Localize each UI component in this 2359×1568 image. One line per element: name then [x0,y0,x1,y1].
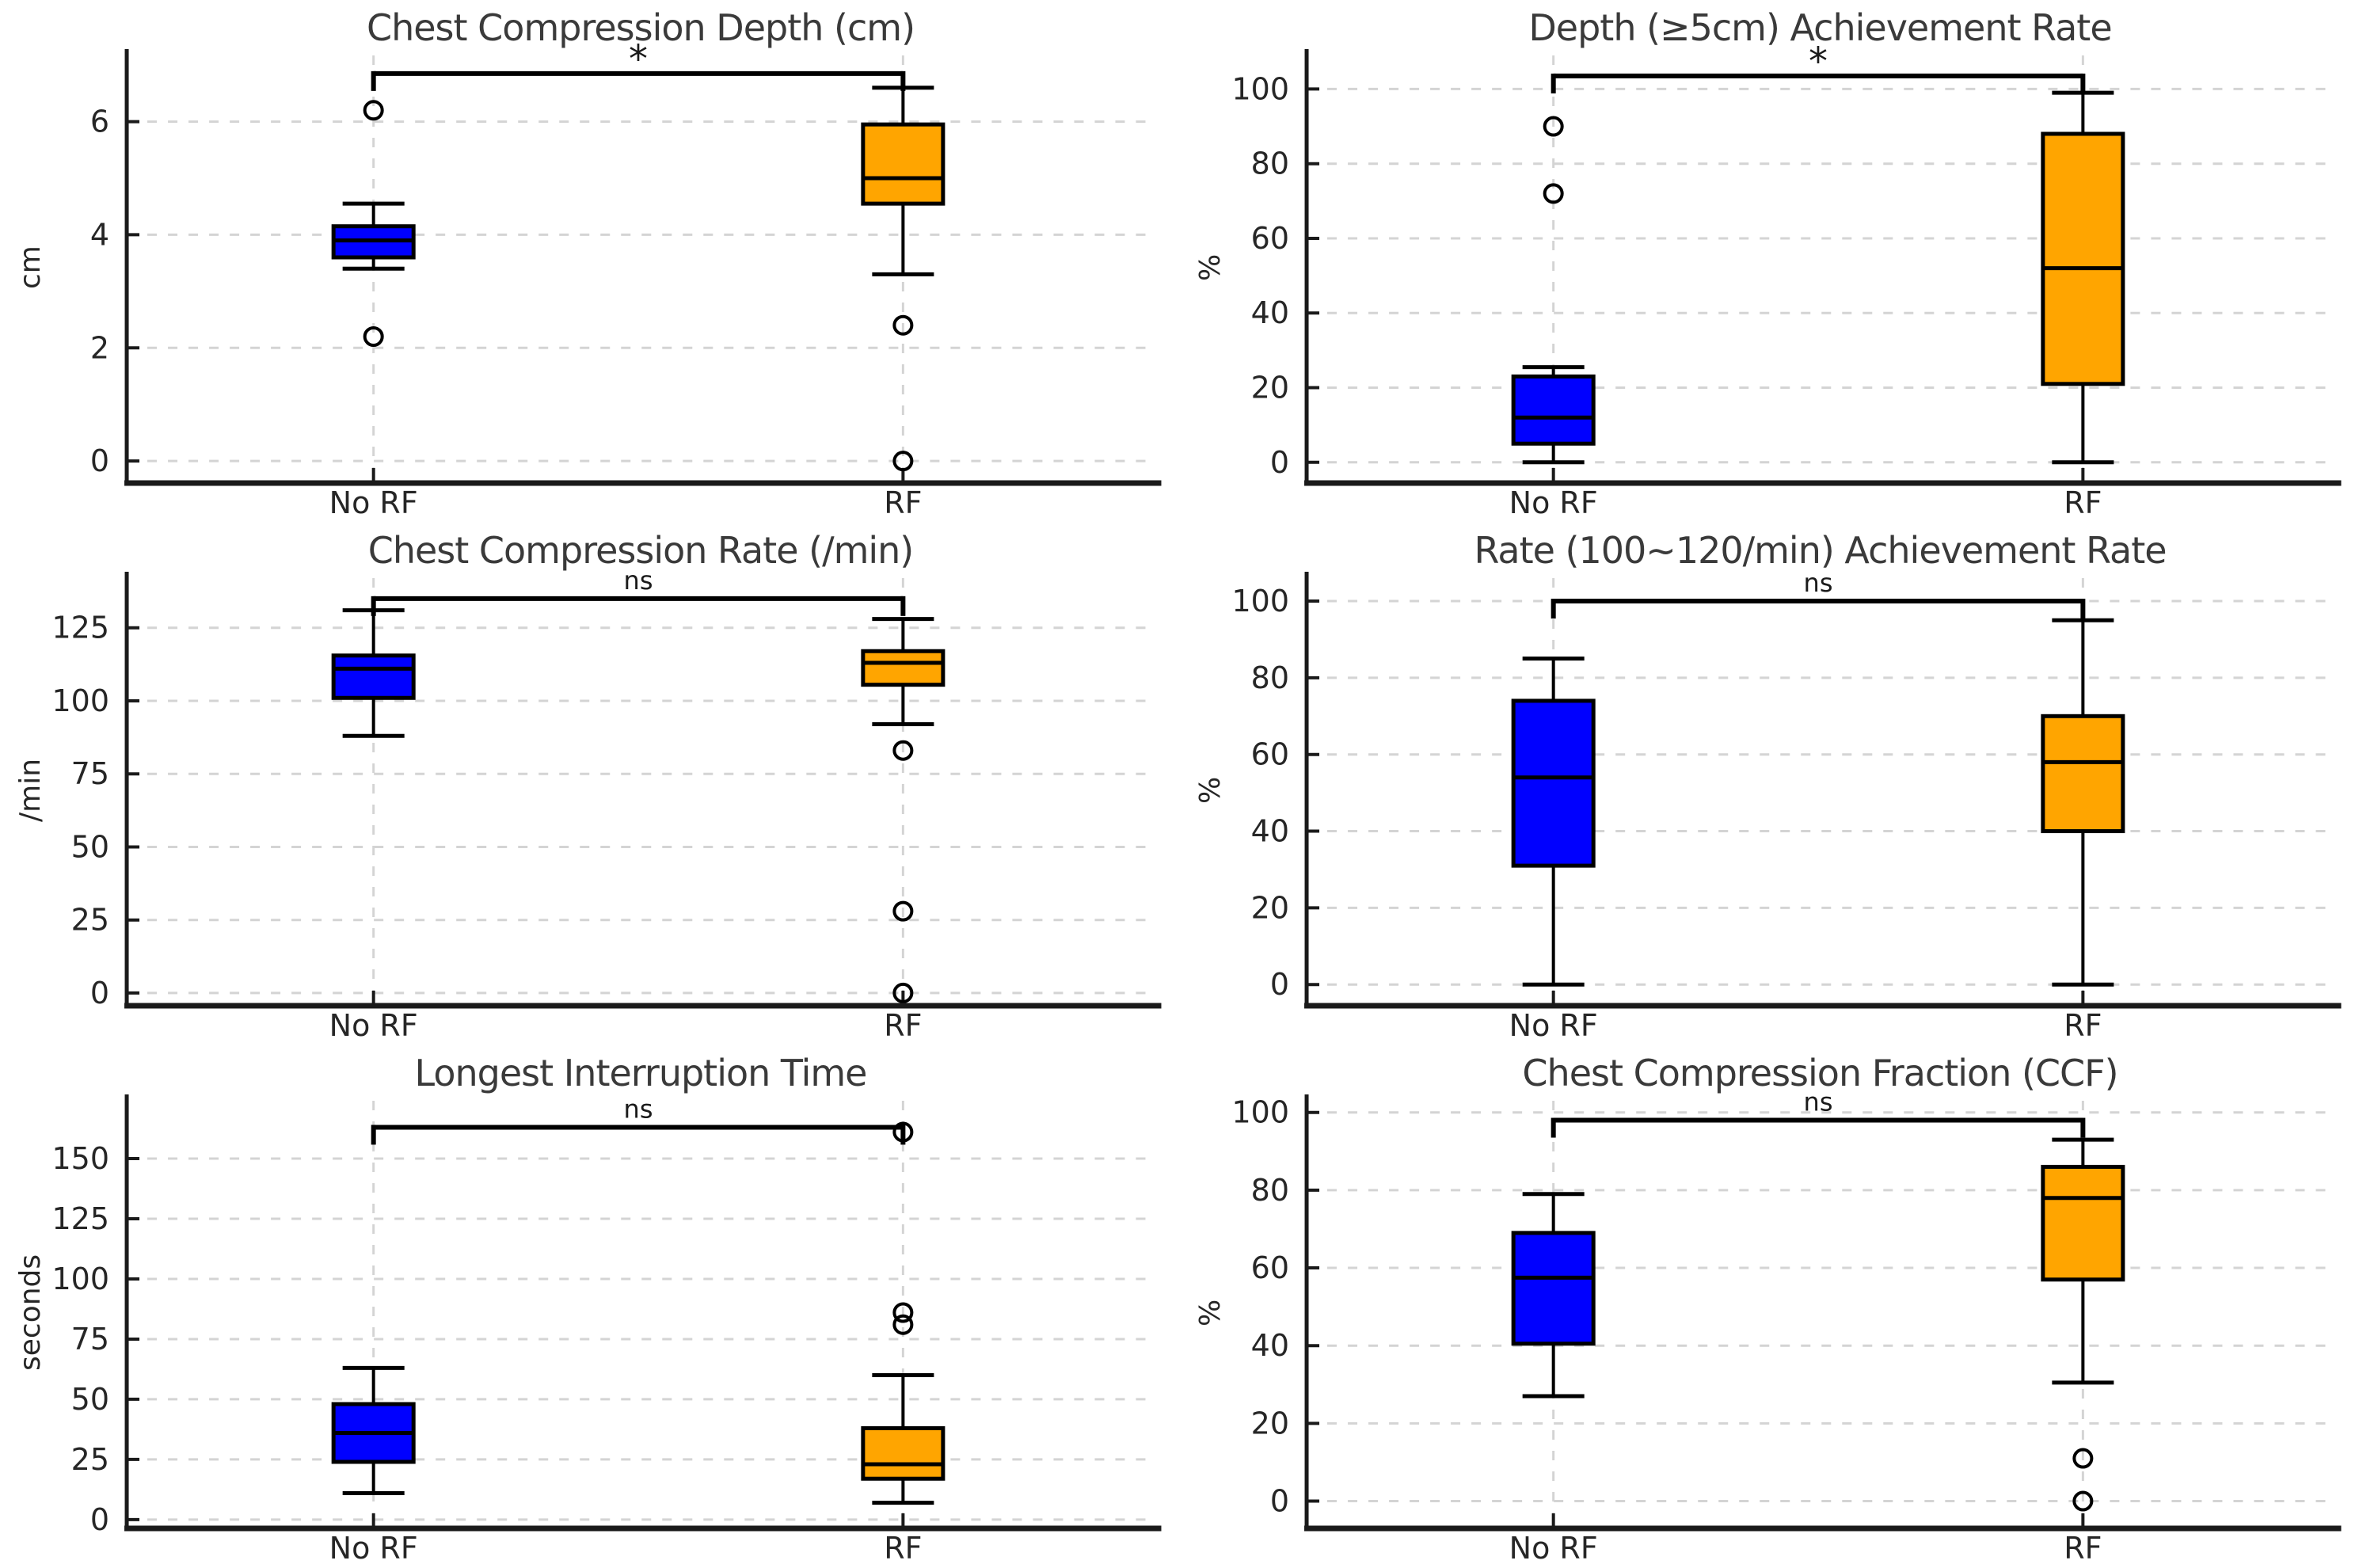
svg-text:80: 80 [1250,1173,1288,1208]
y-axis-label-rate: /min [14,758,47,822]
boxplot-canvas-interruption: 0 25 50 75 100 125 150 No RF RF ns [52,1094,1162,1566]
svg-text:ns: ns [624,565,653,596]
svg-text:40: 40 [1250,1328,1288,1363]
svg-text:50: 50 [71,829,109,864]
svg-text:*: * [629,37,648,82]
svg-text:40: 40 [1250,295,1288,330]
svg-text:2: 2 [90,330,109,365]
svg-text:RF: RF [884,1531,922,1566]
svg-text:RF: RF [2064,1008,2102,1043]
panel-title-depth: Chest Compression Depth (cm) [366,6,915,49]
panel-chest-compression-depth: 0 2 4 6 No RF RF * Chest Compression Depth (cm… [0,0,1180,523]
svg-text:80: 80 [1250,147,1288,181]
svg-text:100: 100 [1231,584,1289,618]
svg-text:25: 25 [71,1442,109,1477]
svg-text:No RF: No RF [329,1008,418,1043]
svg-text:80: 80 [1250,660,1288,695]
svg-text:60: 60 [1250,737,1288,772]
panel-title-rate: Chest Compression Rate (/min) [367,529,915,572]
svg-text:150: 150 [52,1141,110,1176]
svg-text:25: 25 [71,903,109,938]
svg-text:No RF: No RF [1509,1531,1597,1566]
svg-text:125: 125 [52,1201,110,1236]
boxplot-canvas-rate-achievement: 0 20 40 60 80 100 No RF RF ns [1231,568,2341,1043]
svg-text:0: 0 [1269,445,1288,480]
svg-text:RF: RF [2064,485,2102,520]
svg-text:100: 100 [1231,71,1289,106]
svg-text:20: 20 [1250,371,1288,405]
y-axis-label-interruption: seconds [14,1254,47,1372]
panel-depth-achievement-rate: 0 20 40 60 80 100 No RF RF * Depth (≥5cm) Achiev… [1180,0,2359,523]
svg-text:No RF: No RF [1509,485,1597,520]
svg-text:125: 125 [52,611,110,645]
boxplot-canvas-ccf: 0 20 40 60 80 100 No RF RF ns [1231,1087,2341,1566]
y-axis-label-depth: cm [14,245,47,289]
panel-rate-achievement-rate: 0 20 40 60 80 100 No RF RF ns Rate (100~120/min)… [1180,523,2359,1045]
panel-title-rate-achievement: Rate (100~120/min) Achievement Rate [1474,529,2167,572]
svg-text:75: 75 [71,1322,109,1357]
svg-text:0: 0 [90,1502,109,1537]
y-axis-label-rate-achievement: % [1193,776,1227,804]
svg-text:ns: ns [1803,1087,1832,1117]
svg-text:100: 100 [1231,1095,1289,1130]
svg-text:60: 60 [1250,221,1288,256]
svg-text:20: 20 [1250,1406,1288,1441]
boxplot-canvas-depth-achievement: 0 20 40 60 80 100 No RF RF * [1231,40,2341,520]
svg-text:0: 0 [1269,1484,1288,1519]
svg-text:0: 0 [90,976,109,1010]
panel-chest-compression-fraction: 0 20 40 60 80 100 No RF RF ns Chest Compression … [1180,1045,2359,1568]
svg-text:No RF: No RF [329,485,418,520]
svg-text:RF: RF [884,485,922,520]
panel-title-depth-achievement: Depth (≥5cm) Achievement Rate [1528,6,2112,49]
panel-longest-interruption-time: 0 25 50 75 100 125 150 No RF RF ns Longest Interr… [0,1045,1180,1568]
svg-text:50: 50 [71,1382,109,1417]
svg-text:100: 100 [52,1262,110,1296]
y-axis-label-depth-achievement: % [1193,253,1227,281]
panel-title-ccf: Chest Compression Fraction (CCF) [1522,1052,2118,1094]
svg-text:No RF: No RF [329,1531,418,1566]
boxplot-canvas-rate: 0 25 50 75 100 125 No RF RF ns [52,565,1162,1043]
svg-text:ns: ns [624,1094,653,1124]
svg-text:ns: ns [1803,568,1832,598]
boxplot-canvas-depth: 0 2 4 6 No RF RF * [90,37,1162,520]
svg-text:100: 100 [52,683,110,718]
svg-text:RF: RF [884,1008,922,1043]
svg-text:20: 20 [1250,890,1288,925]
svg-text:*: * [1809,40,1828,84]
panel-chest-compression-rate: 0 25 50 75 100 125 No RF RF ns Chest Compression… [0,523,1180,1045]
svg-text:RF: RF [2064,1531,2102,1566]
panel-title-interruption: Longest Interruption Time [414,1052,868,1094]
svg-text:75: 75 [71,756,109,791]
svg-text:40: 40 [1250,814,1288,849]
svg-text:6: 6 [90,105,109,139]
svg-text:0: 0 [1269,967,1288,1002]
svg-text:4: 4 [90,217,109,252]
svg-text:60: 60 [1250,1250,1288,1285]
svg-text:No RF: No RF [1509,1008,1597,1043]
y-axis-label-ccf: % [1193,1299,1227,1326]
svg-text:0: 0 [90,443,109,478]
